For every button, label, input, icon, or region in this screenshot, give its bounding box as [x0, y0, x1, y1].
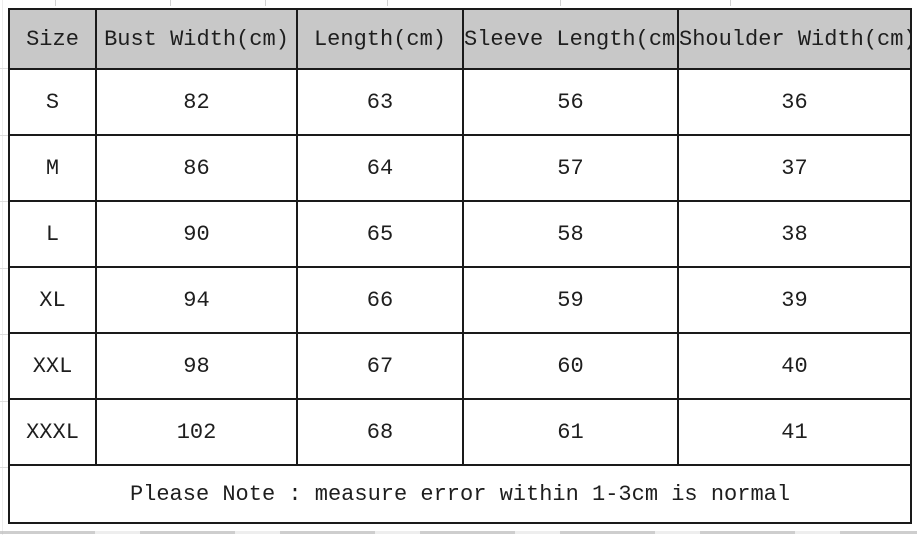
- gridline-artifact-row-stub: [0, 401, 8, 402]
- cell-length: 68: [296, 398, 464, 466]
- cell-bust-width: 82: [95, 68, 298, 136]
- cell-shoulder-width: 37: [677, 134, 912, 202]
- gridline-artifact-row-stub: [0, 68, 8, 69]
- col-header-size: Size: [8, 8, 97, 70]
- cell-shoulder-width: 39: [677, 266, 912, 334]
- gridline-artifact-top-tick: [387, 0, 388, 6]
- size-chart-table: Size Bust Width(cm) Length(cm) Sleeve Le…: [8, 8, 912, 524]
- cell-length: 64: [296, 134, 464, 202]
- gridline-artifact-top-tick: [265, 0, 266, 6]
- gridline-artifact-top-tick: [55, 0, 56, 6]
- cell-shoulder-width: 38: [677, 200, 912, 268]
- gridline-artifact-row-stub: [0, 467, 8, 468]
- cell-shoulder-width: 36: [677, 68, 912, 136]
- cell-bust-width: 98: [95, 332, 298, 400]
- cell-size: M: [8, 134, 97, 202]
- gridline-artifact-row-stub: [0, 201, 8, 202]
- cell-sleeve-length: 58: [462, 200, 679, 268]
- cell-length: 65: [296, 200, 464, 268]
- cell-bust-width: 86: [95, 134, 298, 202]
- cell-shoulder-width: 41: [677, 398, 912, 466]
- cell-size: XXL: [8, 332, 97, 400]
- table-row-s: S 82 63 56 36: [8, 68, 912, 136]
- cell-shoulder-width: 40: [677, 332, 912, 400]
- col-header-sleeve-length: Sleeve Length(cm): [462, 8, 679, 70]
- cell-bust-width: 94: [95, 266, 298, 334]
- gridline-artifact-top-tick: [730, 0, 731, 6]
- cell-size: S: [8, 68, 97, 136]
- cell-sleeve-length: 61: [462, 398, 679, 466]
- gridline-artifact-left: [2, 0, 3, 535]
- cell-sleeve-length: 59: [462, 266, 679, 334]
- gridline-artifact-top-tick: [170, 0, 171, 6]
- cell-sleeve-length: 60: [462, 332, 679, 400]
- cell-size: L: [8, 200, 97, 268]
- table-row-xl: XL 94 66 59 39: [8, 266, 912, 334]
- gridline-artifact-top-tick: [560, 0, 561, 6]
- note-row: Please Note : measure error within 1-3cm…: [8, 464, 912, 524]
- cell-length: 66: [296, 266, 464, 334]
- table-row-m: M 86 64 57 37: [8, 134, 912, 202]
- header-row: Size Bust Width(cm) Length(cm) Sleeve Le…: [8, 8, 912, 70]
- col-header-length: Length(cm): [296, 8, 464, 70]
- cell-size: XXXL: [8, 398, 97, 466]
- measure-note-text: Please Note : measure error within 1-3cm…: [8, 464, 912, 524]
- gridline-artifact-row-stub: [0, 268, 8, 269]
- table-row-xxxl: XXXL 102 68 61 41: [8, 398, 912, 466]
- table-row-xxl: XXL 98 67 60 40: [8, 332, 912, 400]
- gridline-artifact-row-stub: [0, 334, 8, 335]
- cell-bust-width: 102: [95, 398, 298, 466]
- cell-sleeve-length: 57: [462, 134, 679, 202]
- cell-length: 67: [296, 332, 464, 400]
- cell-length: 63: [296, 68, 464, 136]
- col-header-shoulder-width: Shoulder Width(cm): [677, 8, 912, 70]
- cell-sleeve-length: 56: [462, 68, 679, 136]
- table-row-l: L 90 65 58 38: [8, 200, 912, 268]
- cell-bust-width: 90: [95, 200, 298, 268]
- cell-size: XL: [8, 266, 97, 334]
- gridline-artifact-row-stub: [0, 135, 8, 136]
- gridline-artifact-bottom: [0, 531, 917, 534]
- col-header-bust-width: Bust Width(cm): [95, 8, 298, 70]
